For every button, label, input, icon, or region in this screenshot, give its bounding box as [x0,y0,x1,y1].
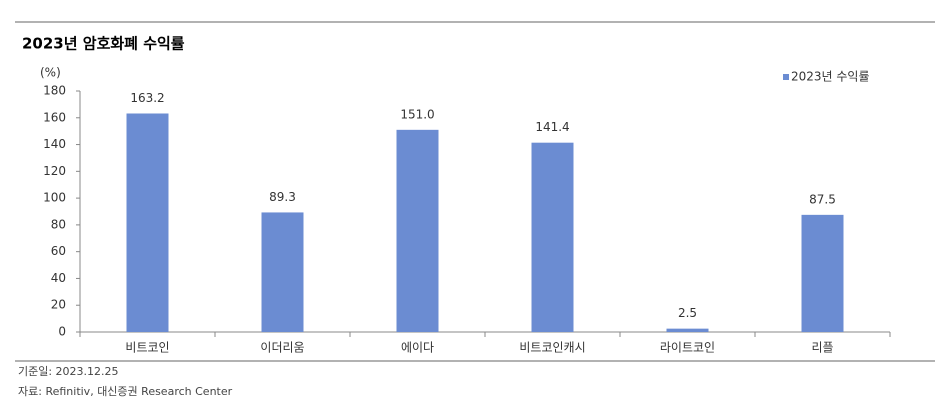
x-tick-label: 에이다 [401,341,434,355]
value-label: 2.5 [678,306,697,320]
y-tick-label: 20 [51,298,66,312]
bar [261,212,304,332]
y-tick-label: 120 [43,164,66,178]
x-tick-label: 비트코인캐시 [519,341,585,355]
y-tick-label: 100 [43,191,66,205]
value-label: 151.0 [400,107,434,121]
y-tick-label: 160 [43,110,66,124]
x-tick-label: 라이트코인 [660,341,715,355]
x-tick-label: 비트코인 [125,341,169,355]
bar [666,328,709,332]
y-tick-label: 180 [43,84,66,98]
value-label: 141.4 [535,120,569,134]
x-tick-label: 리플 [811,341,833,355]
note: 자료: Refinitiv, 대신증권 Research Center [18,385,233,398]
y-unit: (%) [40,66,61,80]
y-tick-label: 140 [43,137,66,151]
bar [396,129,439,332]
y-tick-label: 60 [51,244,66,258]
legend-label: 2023년 수익률 [791,70,870,84]
value-label: 87.5 [809,192,836,206]
y-tick-label: 40 [51,271,66,285]
x-tick-label: 이더리움 [260,341,304,355]
bar [531,142,574,332]
note: 기준일: 2023.12.25 [18,364,119,378]
value-label: 163.2 [130,91,164,105]
y-tick-label: 0 [58,325,66,339]
bar [126,113,169,332]
value-label: 89.3 [269,190,296,204]
y-tick-label: 80 [51,217,66,231]
chart-title: 2023년 암호화폐 수익률 [22,35,185,53]
bar [801,214,844,332]
legend-swatch [783,74,789,80]
